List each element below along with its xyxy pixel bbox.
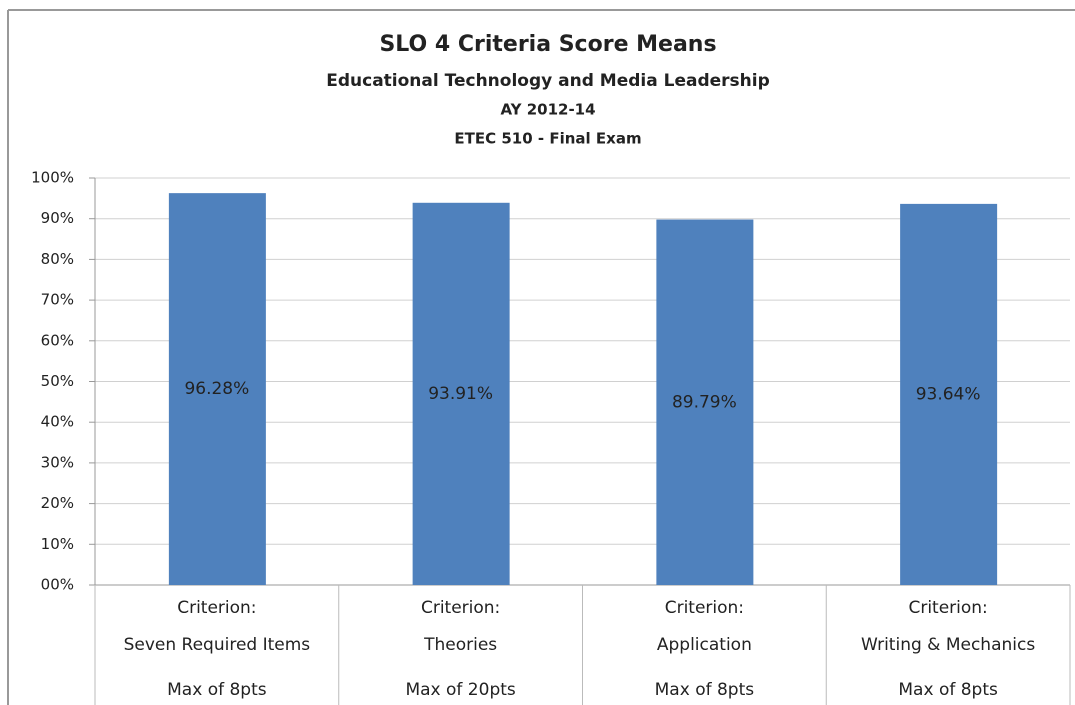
x-tick-label: Criterion: bbox=[665, 598, 744, 618]
x-tick-label: Theories bbox=[423, 635, 497, 655]
bar bbox=[900, 203, 998, 585]
chart-title: SLO 4 Criteria Score Means bbox=[379, 32, 716, 57]
y-tick-label: 40% bbox=[41, 413, 74, 431]
x-tick-label: Criterion: bbox=[908, 598, 987, 618]
x-tick-label: Criterion: bbox=[177, 598, 256, 618]
data-label: 89.79% bbox=[672, 392, 737, 412]
x-tick-label: Criterion: bbox=[421, 598, 500, 618]
chart-subtitle: AY 2012-14 bbox=[500, 101, 595, 119]
y-tick-label: 70% bbox=[41, 291, 74, 309]
y-tick-label: 50% bbox=[41, 372, 74, 390]
y-tick-label: 30% bbox=[41, 453, 74, 471]
x-tick-label: Writing & Mechanics bbox=[861, 635, 1035, 655]
y-tick-label: 00% bbox=[41, 576, 74, 594]
y-tick-label: 10% bbox=[41, 535, 74, 553]
chart-subtitle: ETEC 510 - Final Exam bbox=[454, 130, 641, 148]
bar bbox=[656, 219, 754, 586]
category-max: Max of 8pts bbox=[898, 680, 998, 700]
bar bbox=[412, 202, 510, 585]
data-label: 96.28% bbox=[184, 379, 249, 399]
category-max: Max of 8pts bbox=[655, 680, 755, 700]
category-max: Max of 20pts bbox=[405, 680, 515, 700]
data-label: 93.64% bbox=[916, 384, 981, 404]
y-tick-label: 100% bbox=[31, 169, 74, 187]
bar bbox=[168, 193, 266, 586]
x-tick-label: Seven Required Items bbox=[124, 635, 311, 655]
category-max: Max of 8pts bbox=[167, 680, 267, 700]
data-label: 93.91% bbox=[428, 384, 493, 404]
y-tick-label: 20% bbox=[41, 494, 74, 512]
y-tick-label: 60% bbox=[41, 331, 74, 349]
y-tick-label: 80% bbox=[41, 250, 74, 268]
x-tick-label: Application bbox=[657, 635, 752, 655]
y-tick-label: 90% bbox=[41, 209, 74, 227]
chart-subtitle: Educational Technology and Media Leaders… bbox=[326, 71, 770, 91]
